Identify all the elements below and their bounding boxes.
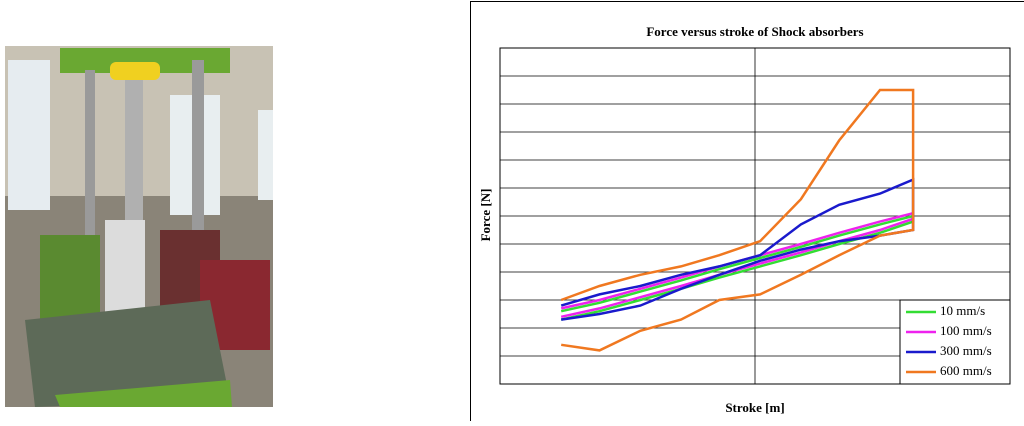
figure: Force versus stroke of Shock absorbers S… <box>0 0 1024 421</box>
legend-label: 100 mm/s <box>940 323 992 338</box>
legend-label: 10 mm/s <box>940 303 985 318</box>
chart-title: Force versus stroke of Shock absorbers <box>646 24 863 39</box>
x-axis-label: Stroke [m] <box>725 400 784 415</box>
y-axis-label: Force [N] <box>478 189 493 242</box>
legend-label: 600 mm/s <box>940 363 992 378</box>
photo <box>5 46 273 407</box>
legend-label: 300 mm/s <box>940 343 992 358</box>
